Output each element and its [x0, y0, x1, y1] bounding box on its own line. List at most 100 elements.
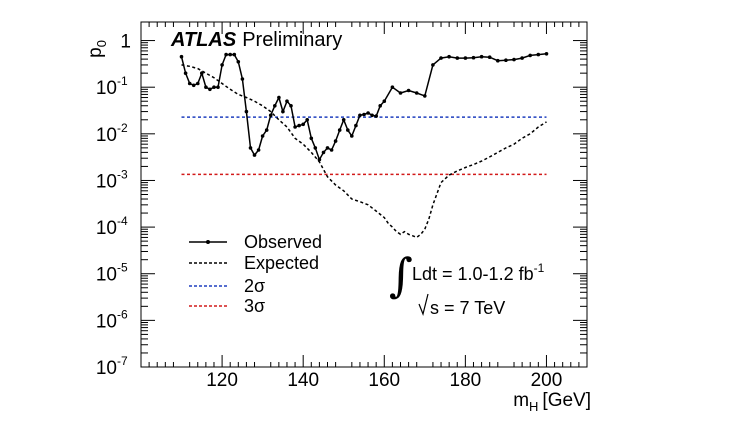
observed-point: [216, 85, 220, 89]
observed-point: [358, 113, 362, 118]
x-axis-title-subscript: H: [529, 399, 538, 414]
y-tick-label: 10: [96, 311, 117, 332]
y-tick-label: 1: [120, 32, 131, 53]
x-tick-label: 180: [450, 370, 482, 391]
observed-point: [321, 150, 326, 155]
y-tick-exponent: -3: [117, 167, 128, 181]
observed-point: [333, 139, 338, 143]
observed-point: [187, 81, 192, 86]
series-line-expected: [181, 64, 547, 239]
observed-point: [293, 125, 297, 129]
observed-point: [277, 95, 281, 100]
observed-point: [200, 71, 204, 75]
observed-point: [289, 104, 293, 108]
x-tick-label: 120: [206, 370, 238, 391]
observed-point: [366, 111, 370, 115]
legend-label-observed: Observed: [244, 232, 322, 252]
observed-point: [305, 118, 310, 122]
x-axis-ticks: 120 140 160 180 200: [148, 22, 580, 391]
observed-point: [544, 52, 549, 56]
observed-point: [370, 113, 374, 118]
x-axis-title: mH [GeV]: [513, 390, 591, 414]
observed-point: [256, 148, 261, 152]
integral-sign: ∫: [389, 248, 413, 302]
y-tick-exponent: -1: [117, 74, 128, 88]
observed-point: [329, 148, 334, 152]
observed-point: [354, 123, 358, 128]
x-tick-label: 140: [287, 370, 319, 391]
observed-point: [337, 128, 342, 132]
x-axis-unit: [GeV]: [542, 390, 591, 411]
legend-label-2sigma: 2σ: [244, 276, 265, 296]
observed-point: [220, 63, 224, 67]
observed-point: [528, 53, 532, 58]
observed-point: [346, 128, 350, 132]
observed-point: [179, 54, 184, 59]
legend-item-observed: Observed: [189, 232, 322, 252]
observed-point: [536, 52, 541, 57]
observed-point: [487, 55, 492, 59]
legend-item-expected: Expected: [189, 253, 319, 273]
observed-point: [362, 112, 366, 117]
observed-point: [208, 87, 212, 92]
observed-point: [496, 58, 500, 63]
y-tick-label: 10: [96, 218, 117, 239]
luminosity-label: Ldt = 1.0-1.2 fb-1: [412, 261, 545, 284]
x-tick-label: 200: [531, 370, 563, 391]
observed-point: [447, 54, 451, 59]
observed-point: [297, 123, 301, 128]
observed-point: [378, 104, 383, 108]
observed-point: [406, 88, 411, 93]
observed-point: [455, 56, 460, 60]
observed-point: [183, 71, 188, 75]
y-axis-title: p0: [85, 40, 109, 58]
series-line-observed: [180, 53, 547, 162]
observed-point: [414, 91, 419, 95]
observed-point: [260, 134, 265, 138]
y-tick-label: 10: [96, 265, 117, 286]
y-tick-exponent: -7: [117, 354, 128, 368]
observed-point: [285, 99, 289, 103]
observed-point: [273, 104, 277, 108]
observed-point: [313, 146, 318, 150]
y-axis-ticks: 110-110-210-310-410-510-610-7: [96, 32, 587, 379]
observed-point: [325, 146, 330, 150]
observed-point: [512, 57, 516, 62]
legend-label-3sigma: 3σ: [244, 296, 265, 316]
observed-point: [196, 81, 200, 86]
legend-label-expected: Expected: [244, 253, 319, 273]
observed-point: [204, 85, 208, 89]
observed-point: [301, 122, 306, 127]
observed-point: [281, 109, 285, 114]
observed-point: [191, 83, 196, 88]
observed-point: [350, 134, 354, 138]
observed-point: [374, 114, 379, 118]
luminosity-exponent: -1: [534, 261, 545, 275]
observed-point: [309, 136, 314, 141]
observed-point: [341, 118, 346, 122]
observed-point: [252, 153, 257, 157]
observed-point: [264, 128, 269, 132]
observed-point: [212, 85, 216, 89]
y-axis-title-subscript: 0: [94, 40, 109, 47]
energy-label: s = 7 TeV: [430, 298, 505, 318]
observed-point: [232, 52, 237, 57]
observed-point: [439, 56, 443, 60]
y-tick-label: 10: [96, 125, 117, 146]
observed-point: [520, 56, 524, 60]
observed-point: [317, 157, 322, 162]
observed-point: [244, 109, 249, 114]
y-tick-exponent: -4: [117, 214, 128, 228]
observed-point: [228, 52, 232, 57]
y-tick-label: 10: [96, 358, 117, 379]
legend: Observed Expected 2σ 3σ: [189, 232, 322, 316]
observed-point: [463, 56, 468, 60]
legend-item-2sigma: 2σ: [189, 276, 265, 296]
observed-point: [431, 63, 435, 67]
y-tick-label: 10: [96, 171, 117, 192]
observed-point: [240, 77, 245, 81]
observed-point: [479, 54, 484, 59]
y-tick-exponent: -2: [117, 121, 128, 135]
observed-point: [504, 58, 508, 62]
